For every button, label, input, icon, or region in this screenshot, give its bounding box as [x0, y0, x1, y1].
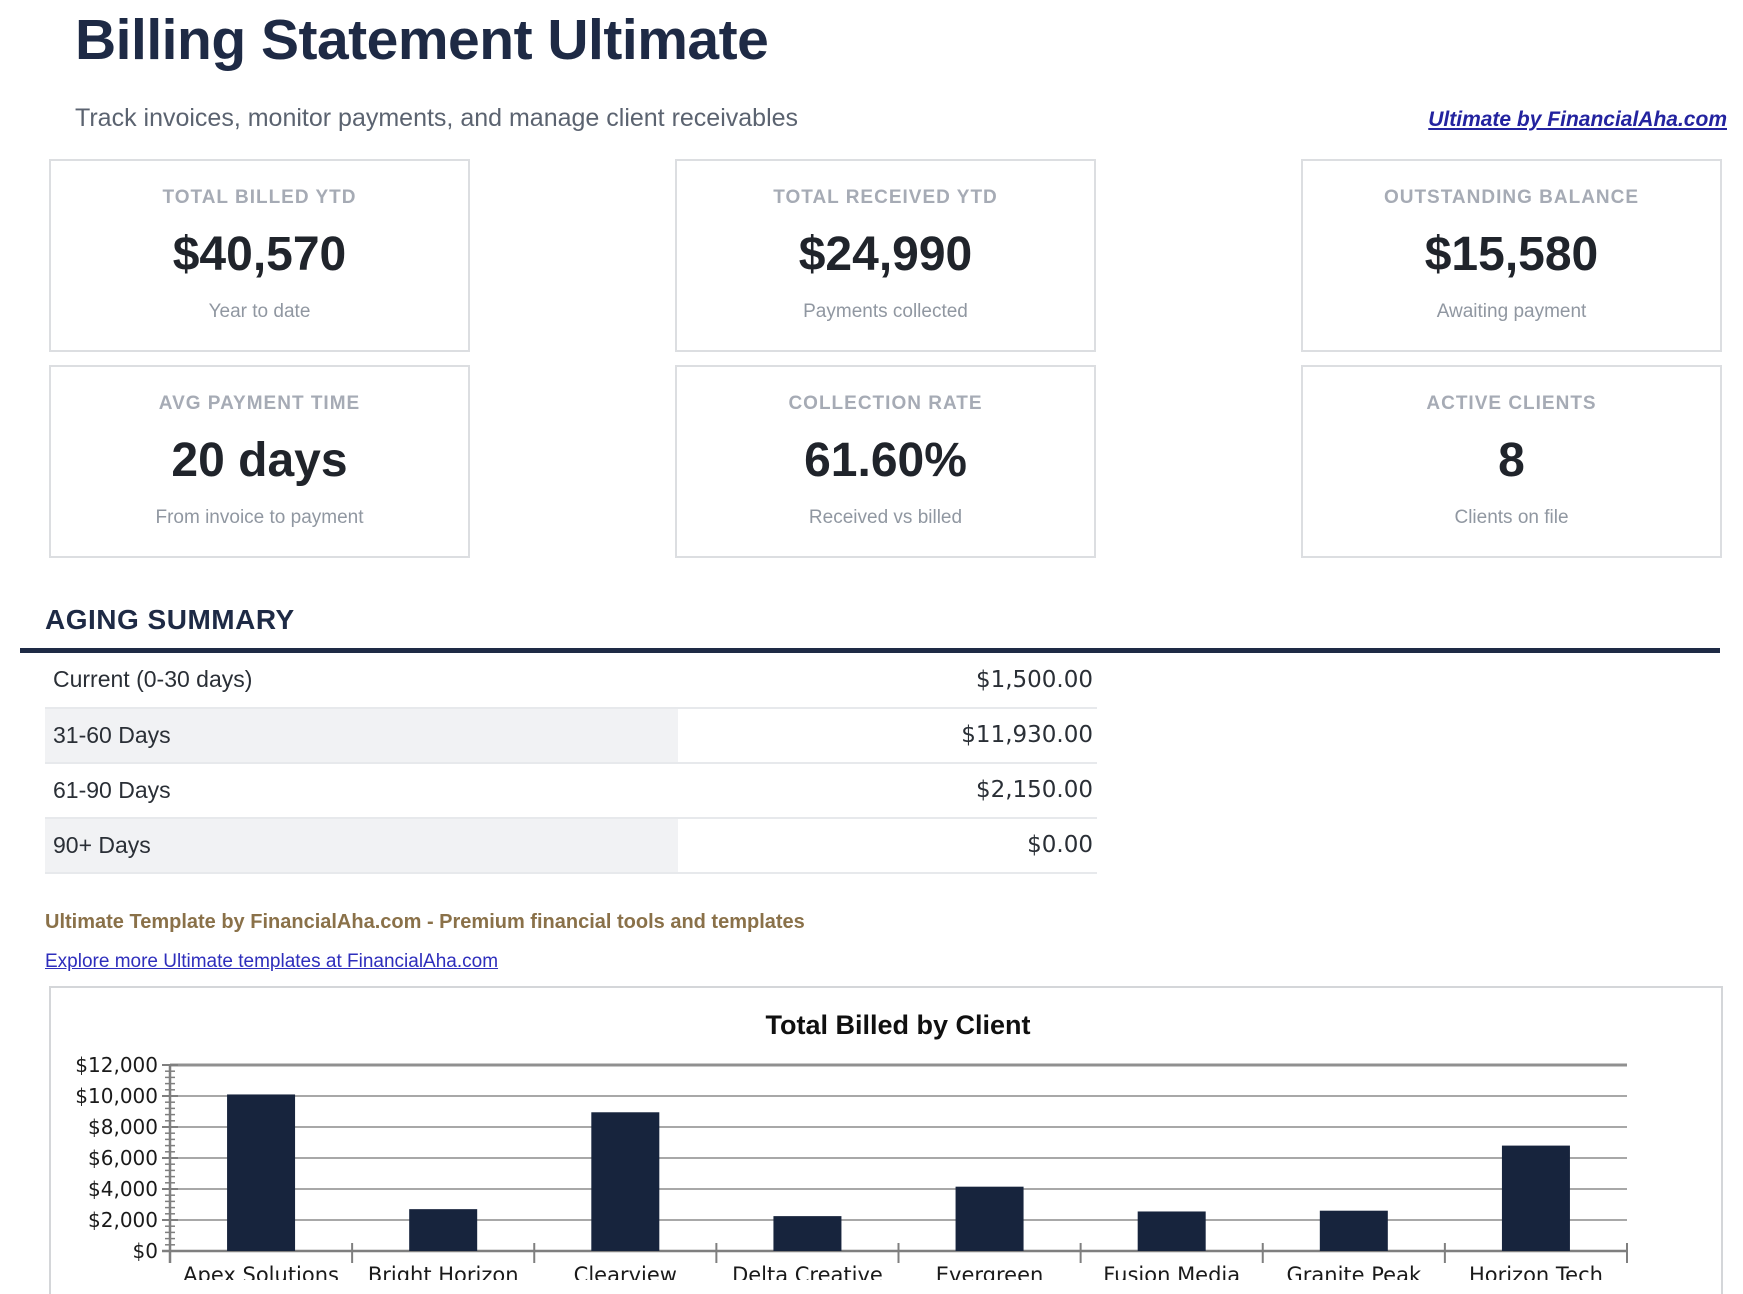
stat-value: 20 days	[171, 434, 348, 488]
stat-card-outstanding-balance: OUTSTANDING BALANCE $15,580 Awaiting pay…	[1301, 158, 1722, 352]
y-axis-tick-label: $2,000	[88, 1208, 158, 1232]
stat-sublabel: From invoice to payment	[155, 506, 364, 528]
billed-by-client-chart: Total Billed by Client $0 $2,000 $4,000 $6,…	[75, 1010, 1628, 1280]
stat-value: $15,580	[1424, 228, 1599, 282]
stat-sublabel: Clients on file	[1454, 506, 1569, 528]
y-axis-tick-label: $6,000	[88, 1146, 158, 1170]
x-axis-category-label: Delta Creative	[732, 1263, 883, 1280]
bar-delta-creative	[773, 1215, 842, 1251]
y-axis-tick-label: $10,000	[75, 1084, 158, 1108]
aging-row-90-plus: 90+ Days $0.00	[45, 817, 1097, 874]
x-axis-category-label: Apex Solutions	[183, 1263, 339, 1280]
x-axis-category-label: Granite Peak	[1287, 1263, 1422, 1280]
page-title: Billing Statement Ultimate	[75, 8, 769, 72]
aging-row-value: $1,500.00	[678, 652, 1097, 709]
stat-value: 61.60%	[804, 434, 967, 488]
aging-row-value: $2,150.00	[678, 762, 1097, 819]
explore-link[interactable]: Explore more Ultimate templates at Finan…	[45, 950, 499, 972]
chart-title: Total Billed by Client	[765, 1010, 1030, 1040]
aging-summary-divider	[20, 647, 1720, 653]
bar-granite-peak	[1319, 1210, 1388, 1251]
y-axis-tick-label: $12,000	[75, 1053, 158, 1077]
stat-label: OUTSTANDING BALANCE	[1383, 186, 1640, 208]
aging-row-label: 31-60 Days	[45, 707, 678, 764]
aging-row-31-60: 31-60 Days $11,930.00	[45, 707, 1097, 764]
promo-text: Ultimate Template by FinancialAha.com - …	[45, 910, 805, 933]
stat-sublabel: Year to date	[208, 300, 311, 322]
bar-bright-horizon	[409, 1208, 478, 1251]
stat-card-total-billed: TOTAL BILLED YTD $40,570 Year to date	[49, 158, 470, 352]
page-subtitle: Track invoices, monitor payments, and ma…	[75, 103, 799, 132]
stat-value: $24,990	[798, 228, 973, 282]
x-axis-category-label: Fusion Media	[1103, 1263, 1240, 1280]
x-axis-category-label: Evergreen	[936, 1263, 1044, 1280]
y-axis-tick-label: $8,000	[88, 1115, 158, 1139]
stat-card-collection-rate: COLLECTION RATE 61.60% Received vs bille…	[675, 364, 1096, 558]
brand-link[interactable]: Ultimate by FinancialAha.com	[1428, 107, 1727, 131]
stat-label: AVG PAYMENT TIME	[158, 392, 361, 414]
stat-label: ACTIVE CLIENTS	[1426, 392, 1597, 414]
y-axis-tick-label: $0	[133, 1239, 158, 1263]
aging-summary-title: AGING SUMMARY	[45, 603, 295, 635]
stat-card-total-received: TOTAL RECEIVED YTD $24,990 Payments coll…	[675, 158, 1096, 352]
stat-value: 8	[1498, 434, 1525, 488]
stat-label: TOTAL BILLED YTD	[162, 186, 357, 208]
aging-summary-table: Current (0-30 days) $1,500.00 31-60 Days…	[45, 652, 1097, 874]
y-axis-tick-label: $4,000	[88, 1177, 158, 1201]
aging-row-label: 90+ Days	[45, 817, 678, 874]
bar-fusion-media	[1137, 1211, 1206, 1251]
stat-value: $40,570	[172, 228, 347, 282]
aging-row-value: $0.00	[678, 817, 1097, 874]
stat-sublabel: Awaiting payment	[1436, 300, 1587, 322]
subtitle-row: Track invoices, monitor payments, and ma…	[75, 104, 1727, 133]
aging-row-label: 61-90 Days	[45, 762, 678, 819]
stat-sublabel: Payments collected	[803, 300, 968, 322]
bar-horizon-tech	[1501, 1145, 1570, 1251]
bar-clearview	[591, 1111, 660, 1251]
stat-card-avg-payment-time: AVG PAYMENT TIME 20 days From invoice to…	[49, 364, 470, 558]
stat-sublabel: Received vs billed	[808, 506, 963, 528]
aging-row-value: $11,930.00	[678, 707, 1097, 764]
stat-label: COLLECTION RATE	[788, 392, 983, 414]
bar-apex-solutions	[227, 1093, 296, 1251]
x-axis-category-label: Horizon Tech	[1469, 1263, 1603, 1280]
stat-label: TOTAL RECEIVED YTD	[773, 186, 998, 208]
x-axis-category-label: Clearview	[574, 1263, 677, 1280]
aging-row-current: Current (0-30 days) $1,500.00	[45, 652, 1097, 709]
stat-card-active-clients: ACTIVE CLIENTS 8 Clients on file	[1301, 364, 1722, 558]
x-axis-category-label: Bright Horizon	[368, 1263, 519, 1280]
stat-cards-grid: TOTAL BILLED YTD $40,570 Year to date TO…	[49, 158, 1723, 558]
bar-evergreen	[955, 1186, 1024, 1251]
aging-row-61-90: 61-90 Days $2,150.00	[45, 762, 1097, 819]
aging-row-label: Current (0-30 days)	[45, 652, 678, 709]
chart-card: Total Billed by Client $0 $2,000 $4,000 $6,…	[49, 985, 1723, 1294]
